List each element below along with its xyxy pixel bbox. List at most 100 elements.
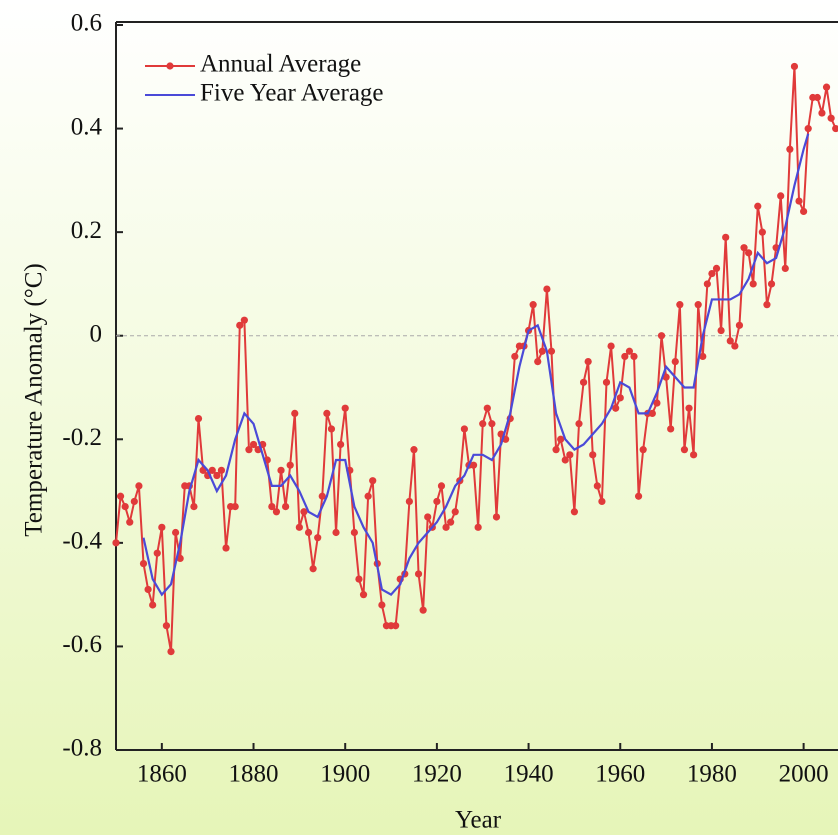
data-point bbox=[602, 378, 611, 386]
data-point bbox=[359, 591, 368, 599]
data-point bbox=[488, 420, 496, 428]
data-point bbox=[667, 425, 675, 433]
y-tick-label: -0.8 bbox=[62, 735, 102, 762]
data-point bbox=[355, 575, 363, 583]
data-point bbox=[424, 513, 432, 521]
data-point bbox=[222, 544, 230, 552]
data-point bbox=[378, 601, 386, 609]
data-point bbox=[130, 497, 138, 506]
data-point bbox=[414, 570, 423, 578]
data-point bbox=[277, 466, 285, 474]
data-point bbox=[268, 503, 276, 511]
data-point bbox=[190, 503, 198, 511]
y-tick-label: 0 bbox=[90, 320, 103, 347]
data-point bbox=[712, 264, 721, 272]
data-point bbox=[167, 648, 175, 656]
data-point bbox=[451, 508, 459, 516]
data-point bbox=[680, 446, 689, 454]
data-point bbox=[194, 414, 203, 423]
data-point bbox=[332, 528, 340, 537]
data-point bbox=[135, 482, 143, 490]
data-point bbox=[492, 513, 501, 521]
data-point bbox=[722, 233, 730, 241]
data-point bbox=[557, 435, 565, 443]
data-point bbox=[291, 409, 299, 417]
data-point bbox=[337, 440, 345, 449]
data-point bbox=[149, 601, 157, 609]
data-point bbox=[754, 202, 762, 210]
data-point bbox=[777, 192, 785, 200]
data-point bbox=[621, 352, 629, 361]
data-point bbox=[350, 528, 358, 537]
data-point bbox=[217, 466, 226, 474]
data-point bbox=[694, 301, 702, 309]
data-point bbox=[245, 446, 253, 454]
data-point bbox=[318, 492, 326, 500]
data-point bbox=[479, 420, 487, 428]
data-point bbox=[543, 285, 551, 293]
y-tick-label: -0.4 bbox=[62, 528, 102, 555]
data-point bbox=[575, 420, 583, 428]
data-point bbox=[405, 497, 413, 506]
x-tick-label: 1980 bbox=[687, 761, 737, 788]
x-tick-label: 1860 bbox=[137, 761, 187, 788]
data-point bbox=[208, 466, 216, 474]
data-point bbox=[547, 347, 556, 355]
data-point bbox=[740, 244, 748, 252]
data-point bbox=[671, 358, 679, 366]
data-point bbox=[437, 482, 446, 490]
data-point bbox=[304, 528, 313, 537]
data-point bbox=[442, 523, 450, 531]
data-point bbox=[323, 409, 331, 417]
data-point bbox=[286, 461, 294, 469]
data-point bbox=[708, 269, 716, 278]
data-point bbox=[800, 207, 808, 216]
y-tick-label: 0.4 bbox=[71, 113, 103, 140]
data-point bbox=[589, 451, 597, 459]
data-point bbox=[112, 539, 120, 547]
data-point bbox=[116, 492, 125, 500]
data-point bbox=[648, 409, 656, 417]
data-point bbox=[653, 399, 661, 407]
legend-label: Five Year Average bbox=[200, 80, 384, 107]
y-tick-label: -0.2 bbox=[62, 424, 102, 451]
series-line bbox=[142, 133, 810, 597]
data-point bbox=[822, 83, 831, 91]
x-tick-label: 1920 bbox=[412, 761, 462, 788]
data-point bbox=[639, 446, 647, 454]
data-point bbox=[369, 477, 377, 485]
data-point bbox=[561, 456, 569, 464]
data-point bbox=[511, 352, 519, 361]
data-point bbox=[763, 301, 771, 309]
x-tick-label: 1900 bbox=[320, 761, 370, 788]
data-point bbox=[616, 394, 624, 402]
x-tick-label: 2000 bbox=[779, 761, 829, 788]
data-point bbox=[786, 145, 794, 153]
data-point bbox=[685, 404, 693, 412]
data-point bbox=[309, 565, 317, 573]
data-point bbox=[282, 503, 290, 511]
data-point bbox=[231, 503, 239, 511]
data-point bbox=[690, 451, 698, 459]
data-point bbox=[529, 301, 537, 309]
data-point bbox=[818, 109, 826, 117]
y-tick-label: 0.2 bbox=[71, 217, 102, 244]
x-tick-label: 1880 bbox=[229, 761, 279, 788]
data-point bbox=[392, 622, 400, 630]
data-point bbox=[758, 228, 766, 236]
data-point bbox=[676, 301, 684, 309]
data-point bbox=[749, 280, 757, 288]
data-point bbox=[364, 492, 372, 500]
data-point bbox=[612, 404, 620, 412]
data-point bbox=[460, 425, 468, 433]
data-point bbox=[735, 321, 744, 329]
data-point bbox=[176, 554, 184, 562]
data-point bbox=[447, 518, 455, 526]
data-point bbox=[153, 549, 161, 557]
y-tick-label: 0.6 bbox=[71, 10, 102, 37]
y-axis-label: Temperature Anomaly (°C) bbox=[21, 263, 48, 536]
data-point bbox=[781, 264, 789, 272]
data-point bbox=[767, 280, 776, 288]
